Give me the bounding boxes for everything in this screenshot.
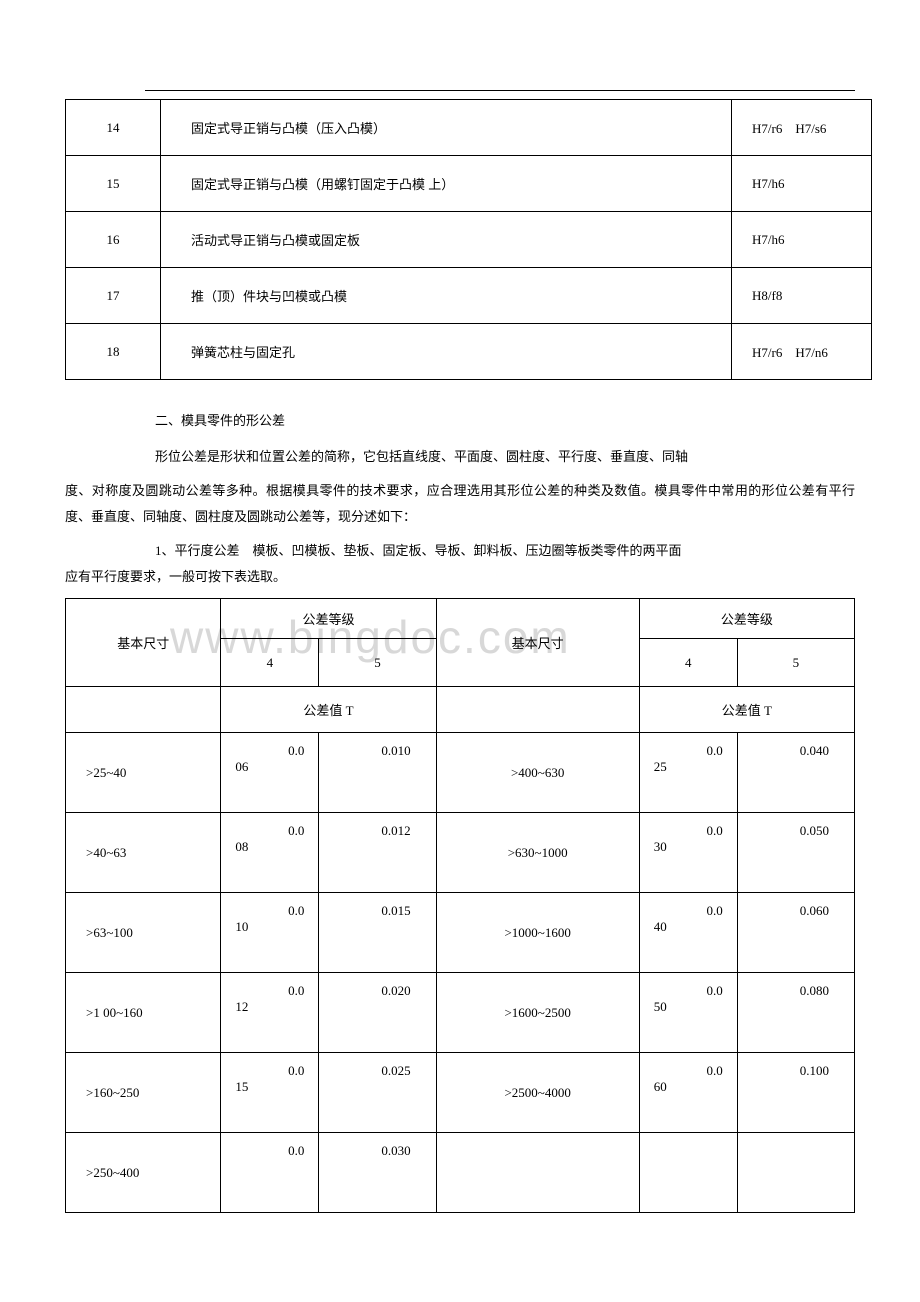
header-tval: 公差值 T [639,687,854,733]
header-dim: 基本尺寸 [436,599,639,687]
cell-val: 0.040 [639,893,737,973]
row-fit: H7/h6 [732,212,872,268]
table-row: 18 弹簧芯柱与固定孔 H7/r6 H7/n6 [66,324,872,380]
fit-table: 14 固定式导正销与凸模（压入凸模） H7/r6 H7/s6 15 固定式导正销… [65,99,872,380]
para-text: 1、平行度公差 模板、凹模板、垫板、固定板、导板、卸料板、压边圈等板类零件的两平… [155,543,682,558]
cell-val: 0.050 [737,813,854,893]
cell-dim [436,1133,639,1213]
table-row: 15 固定式导正销与凸模（用螺钉固定于凸模 上） H7/h6 [66,156,872,212]
para-text: 形位公差是形状和位置公差的简称，它包括直线度、平面度、圆柱度、平行度、垂直度、同… [155,449,688,464]
row-desc: 活动式导正销与凸模或固定板 [161,212,732,268]
cell-dim: >1000~1600 [436,893,639,973]
row-fit: H7/h6 [732,156,872,212]
row-number: 18 [66,324,161,380]
cell-val: 0.012 [319,813,436,893]
row-number: 17 [66,268,161,324]
row-desc: 弹簧芯柱与固定孔 [161,324,732,380]
header-col5: 5 [737,639,854,687]
cell-val: 0.025 [319,1053,436,1133]
table-row: >40~63 0.008 0.012 >630~1000 0.030 0.050 [66,813,855,893]
cell-dim: >630~1000 [436,813,639,893]
cell-dim: >40~63 [66,813,221,893]
cell-val: 0.060 [639,1053,737,1133]
header-rule [145,90,855,91]
cell-val: 0.015 [319,893,436,973]
header-dim: 基本尺寸 [66,599,221,687]
cell-val: 0.030 [639,813,737,893]
paragraph: 形位公差是形状和位置公差的简称，它包括直线度、平面度、圆柱度、平行度、垂直度、同… [65,444,855,470]
table-row: >160~250 0.015 0.025 >2500~4000 0.060 0.… [66,1053,855,1133]
cell-dim: >2500~4000 [436,1053,639,1133]
table-row: 16 活动式导正销与凸模或固定板 H7/h6 [66,212,872,268]
cell-dim: >1 00~160 [66,973,221,1053]
cell-dim: >25~40 [66,733,221,813]
table-header-row: 基本尺寸 公差等级 基本尺寸 公差等级 [66,599,855,639]
cell-val: 0.010 [221,893,319,973]
cell-dim: >250~400 [66,1133,221,1213]
table-row: 17 推（顶）件块与凹模或凸模 H8/f8 [66,268,872,324]
cell-dim: >1600~2500 [436,973,639,1053]
cell-val: 0.050 [639,973,737,1053]
row-number: 16 [66,212,161,268]
row-fit: H7/r6 H7/s6 [732,100,872,156]
cell-val: 0.040 [737,733,854,813]
row-fit: H8/f8 [732,268,872,324]
row-number: 15 [66,156,161,212]
cell-val: 0.100 [737,1053,854,1133]
cell-val: 0.080 [737,973,854,1053]
cell-val: 0.008 [221,813,319,893]
paragraph: 应有平行度要求，一般可按下表选取。 [65,564,855,590]
section-title: 二、模具零件的形公差 [155,410,855,429]
row-number: 14 [66,100,161,156]
cell-dim: >400~630 [436,733,639,813]
row-desc: 推（顶）件块与凹模或凸模 [161,268,732,324]
cell-val: 0.025 [639,733,737,813]
cell-val: 0.0 [221,1133,319,1213]
cell-val [639,1133,737,1213]
cell-val: 0.030 [319,1133,436,1213]
cell-dim: >160~250 [66,1053,221,1133]
table-row: >250~400 0.0 0.030 [66,1133,855,1213]
table-row: 14 固定式导正销与凸模（压入凸模） H7/r6 H7/s6 [66,100,872,156]
table-row: >63~100 0.010 0.015 >1000~1600 0.040 0.0… [66,893,855,973]
paragraph: 度、对称度及圆跳动公差等多种。根据模具零件的技术要求，应合理选用其形位公差的种类… [65,478,855,530]
header-grade: 公差等级 [639,599,854,639]
header-col5: 5 [319,639,436,687]
row-fit: H7/r6 H7/n6 [732,324,872,380]
header-tval: 公差值 T [221,687,436,733]
table-row: >1 00~160 0.012 0.020 >1600~2500 0.050 0… [66,973,855,1053]
cell-val: 0.060 [737,893,854,973]
header-col4: 4 [221,639,319,687]
header-col4: 4 [639,639,737,687]
table-row: >25~40 0.006 0.010 >400~630 0.025 0.040 [66,733,855,813]
tolerance-table: 基本尺寸 公差等级 基本尺寸 公差等级 4 5 4 5 公差值 T [65,598,855,1213]
cell-val: 0.015 [221,1053,319,1133]
cell-val: 0.020 [319,973,436,1053]
cell-dim: >63~100 [66,893,221,973]
row-desc: 固定式导正销与凸模（用螺钉固定于凸模 上） [161,156,732,212]
cell-val: 0.012 [221,973,319,1053]
header-grade: 公差等级 [221,599,436,639]
cell-val: 0.010 [319,733,436,813]
row-desc: 固定式导正销与凸模（压入凸模） [161,100,732,156]
paragraph: 1、平行度公差 模板、凹模板、垫板、固定板、导板、卸料板、压边圈等板类零件的两平… [65,538,855,564]
table-tval-row: 公差值 T 公差值 T [66,687,855,733]
cell-val [737,1133,854,1213]
cell-val: 0.006 [221,733,319,813]
